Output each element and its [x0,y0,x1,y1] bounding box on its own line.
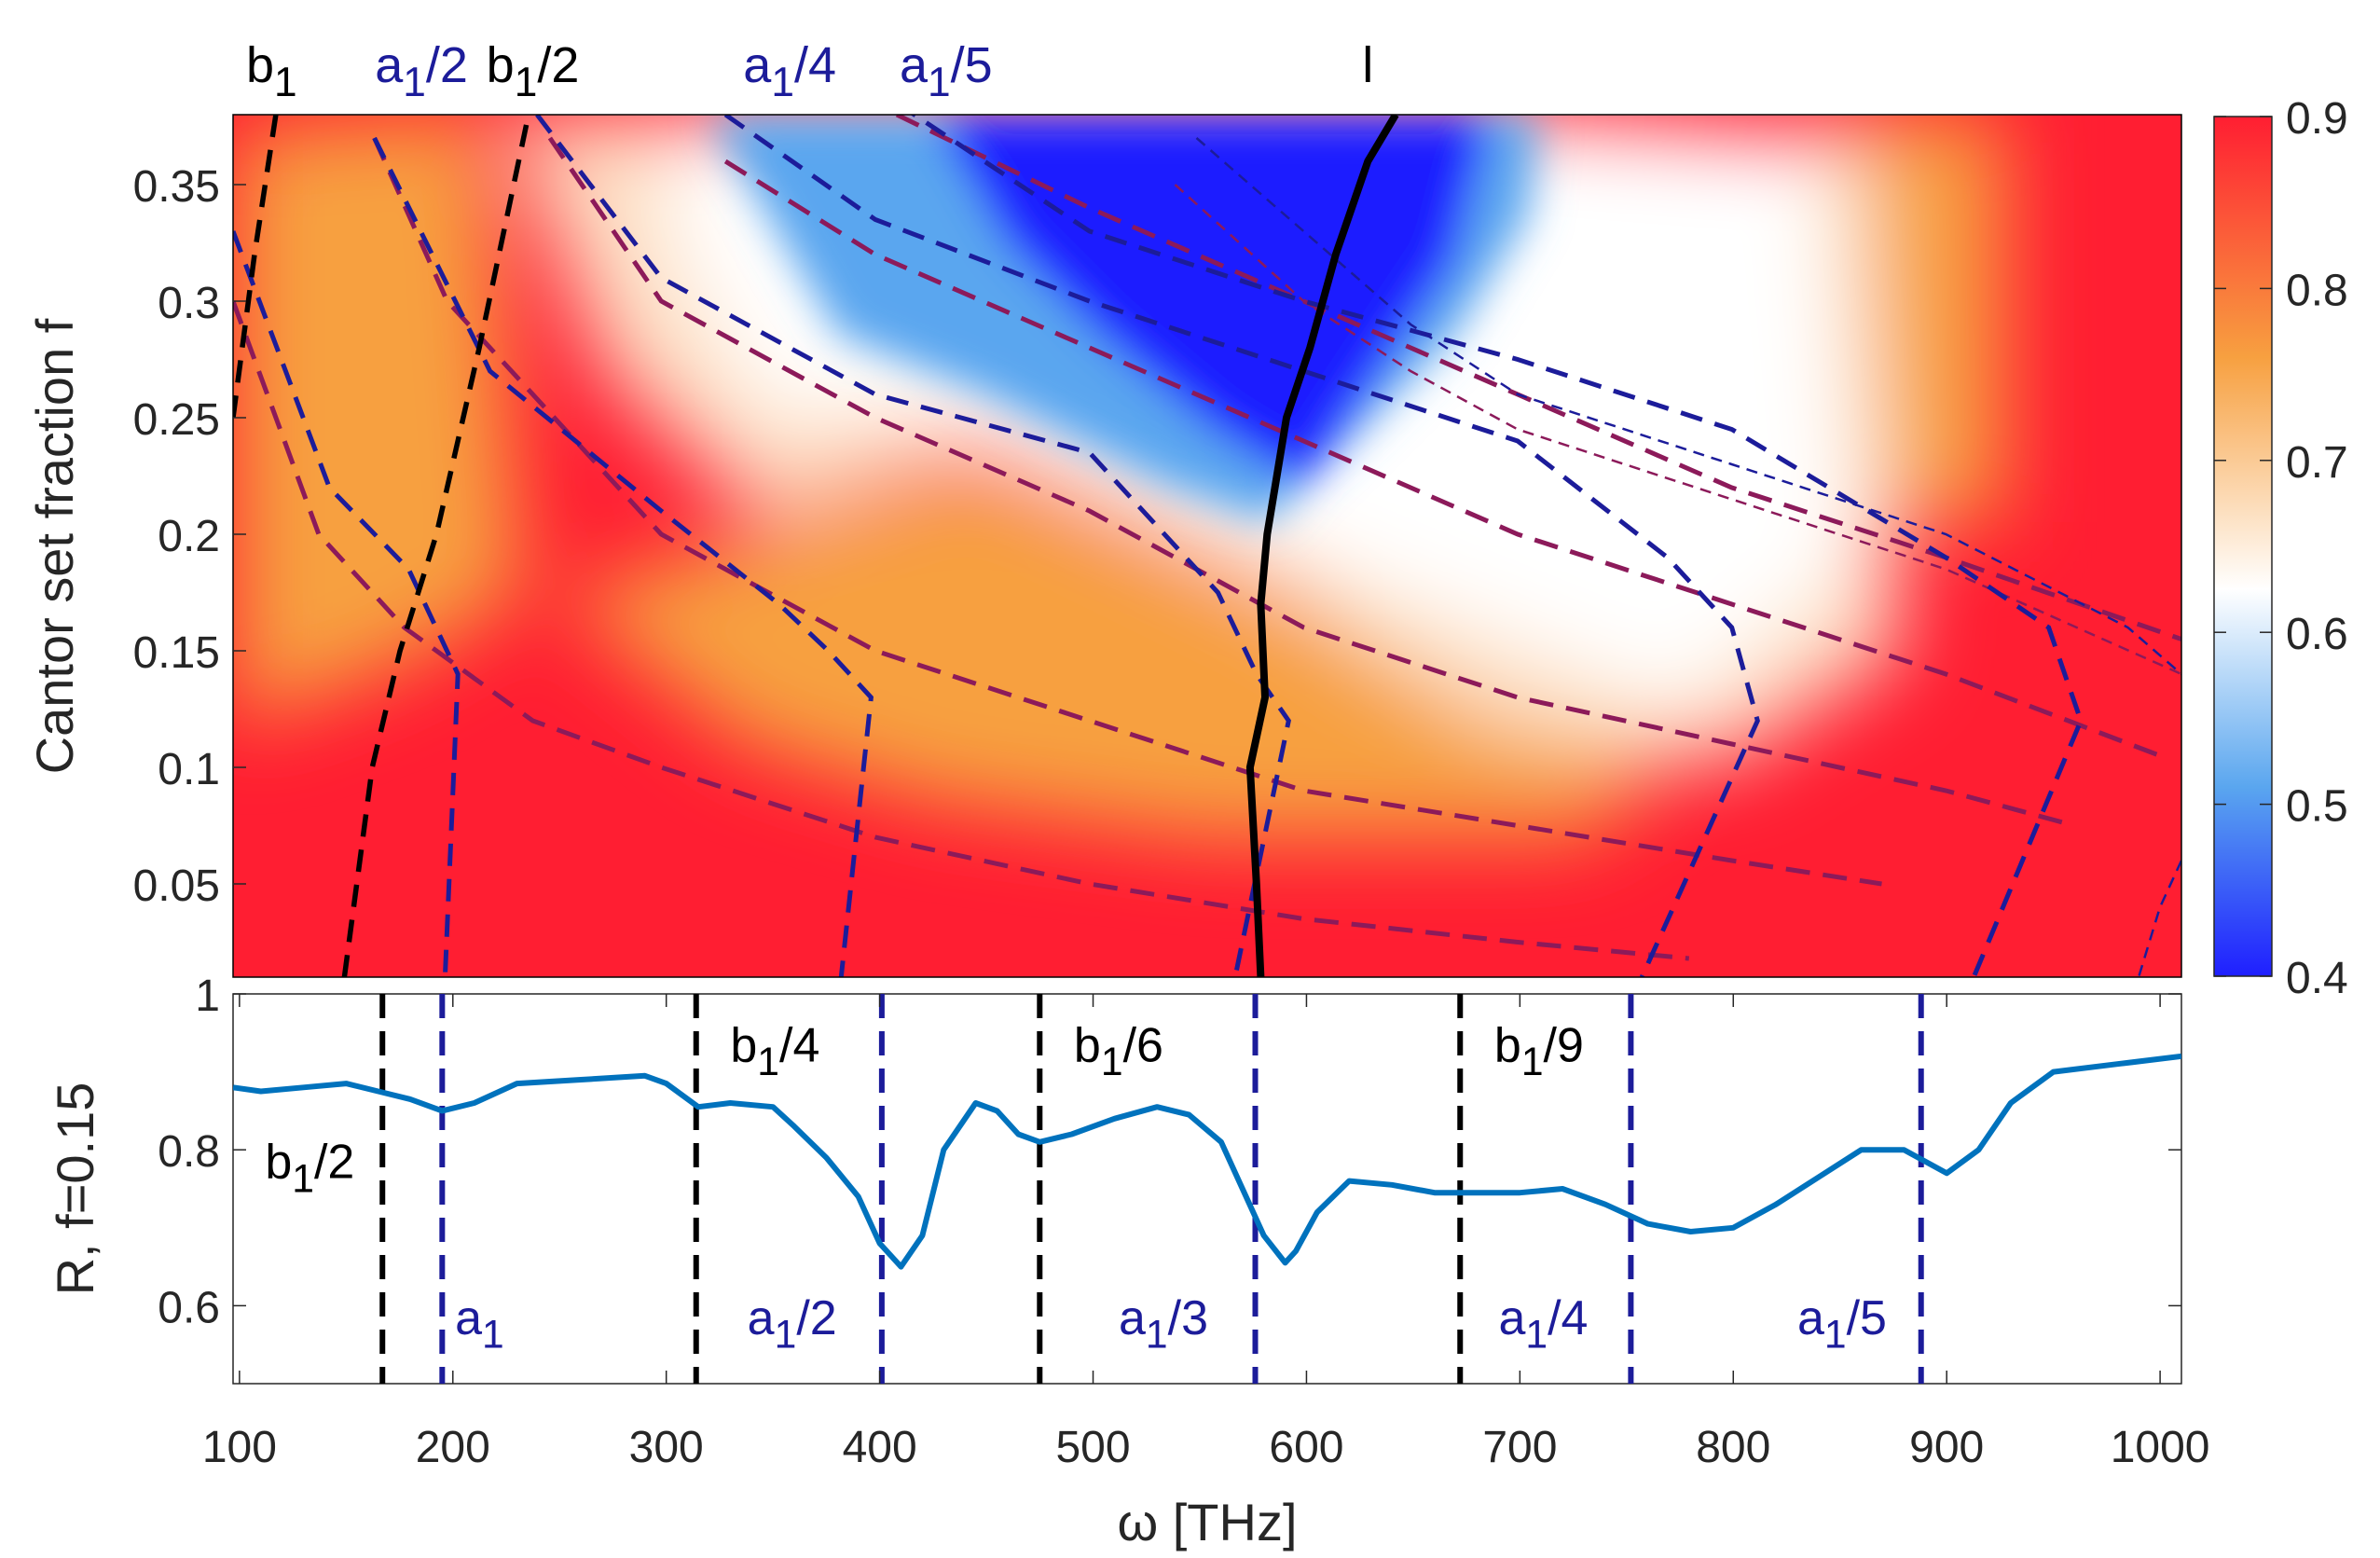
x-tick-label: 700 [1482,1423,1557,1472]
colorbar-tick-label: 0.5 [2286,782,2348,832]
annotation-1: b1/2 [265,1136,354,1202]
x-tick-label: 100 [202,1423,277,1472]
x-tick-label: 600 [1269,1423,1343,1472]
x-tick-label: 300 [629,1423,704,1472]
thin-curve-1 [1195,137,2181,675]
annotation-9: a1/5 [1797,1291,1887,1358]
heatmap-y-tick-label: 0.1 [158,745,220,794]
x-axis-label: ω [THz] [1117,1493,1297,1551]
thin-curves [1174,137,2181,977]
heatmap-y-axis-label: Cantor set fraction f [25,318,84,774]
heatmap-top-label-4: a1/4 [743,37,836,105]
purple-curve-4 [723,159,2161,758]
annotation-3: b1/4 [730,1018,819,1084]
heatmap-y-tick-label: 0.15 [133,628,220,678]
line-y-tick-label: 0.8 [158,1127,220,1177]
a-curve-5 [910,115,2084,977]
heatmap-frame [232,114,2182,978]
line-y-tick-label: 0.6 [158,1283,220,1332]
b-curve-1 [233,115,279,419]
b-branch-curves [233,115,531,977]
a-curve-1 [233,230,461,977]
l-curve [1245,115,1399,977]
annotation-7: b1/9 [1494,1018,1584,1084]
colorbar-tick-label: 0.6 [2286,610,2348,659]
series-lines [233,1053,2181,1270]
heatmap-top-label-1: b1 [246,37,297,105]
x-tick-label: 800 [1696,1423,1770,1472]
series-line-1 [233,1053,2181,1270]
x-ticks: 100 200 300 400 500 600 700 800 900 1000 [202,994,2210,1472]
heatmap-field [233,115,2181,977]
colorbar-tick-label: 0.9 [2286,94,2348,144]
purple-curve-3 [547,136,2075,828]
line-y-axis-label: R, f=0.15 [46,1082,104,1296]
heatmap-top-label-5: a1/5 [900,37,993,105]
x-tick-label: 400 [843,1423,917,1472]
purple-curve-1 [233,300,1690,961]
heatmap-y-ticks: 0.05 0.1 0.15 0.2 0.25 0.3 0.35 [133,162,246,911]
heatmap-top-label-2: a1/2 [375,37,468,105]
heatmap-y-tick-label: 0.35 [133,162,220,212]
heatmap-top-label-6: l [1362,37,1373,93]
heatmap-overlay-curves [233,115,2181,977]
a-branch-curves [233,115,2084,977]
b-curve-2 [341,115,531,977]
annotation-6: a1/3 [1119,1291,1208,1358]
heatmap-y-tick-label: 0.3 [158,279,220,328]
line-y-ticks: 0.6 0.8 1 [158,972,2181,1332]
a-curve-4 [723,115,1760,977]
l-curve-line [1245,115,1399,977]
thin-curve-2 [1174,184,2181,676]
colorbar-tick-label: 0.4 [2286,954,2348,1003]
thin-curve-3 [2137,860,2181,977]
heatmap-top-labels: b1 a1/2 b1/2 a1/4 a1/5 l [246,37,1373,105]
x-tick-label: 900 [1909,1423,1984,1472]
heatmap-y-tick-label: 0.05 [133,862,220,911]
colorbar-ticks: 0.4 0.5 0.6 0.7 0.8 0.9 [2214,94,2348,1003]
annotation-2: a1 [455,1291,504,1358]
annotation-5: b1/6 [1074,1018,1163,1084]
heatmap-panel: 0.05 0.1 0.15 0.2 0.25 0.3 0.35 b1 a1/2 b1/2 a1/4… [25,37,2182,978]
heatmap-top-label-3: b1/2 [487,37,580,105]
line-annotations: b1/2 a1 b1/4 a1/2 b1/6 a1/3 b1/9 a1/4 a1/5 [265,1018,1887,1357]
line-y-tick-label: 1 [195,972,220,1021]
x-tick-label: 200 [416,1423,490,1472]
a-curve-3 [535,115,1291,977]
x-tick-label: 1000 [2111,1423,2210,1472]
x-tick-label: 500 [1055,1423,1130,1472]
reference-lines [379,994,1924,1384]
heatmap-y-tick-label: 0.25 [133,395,220,445]
colorbar-gradient [2213,116,2273,977]
heatmap-y-tick-label: 0.2 [158,512,220,561]
annotation-4: a1/2 [748,1291,837,1358]
colorbar-tick-label: 0.8 [2286,266,2348,315]
annotation-8: a1/4 [1498,1291,1588,1358]
colorbar: 0.4 0.5 0.6 0.7 0.8 0.9 [2213,94,2348,1003]
colorbar-tick-label: 0.7 [2286,438,2348,488]
line-frame [232,993,2182,1385]
purple-curve-2 [372,136,1882,887]
a-curve-2 [372,136,874,977]
